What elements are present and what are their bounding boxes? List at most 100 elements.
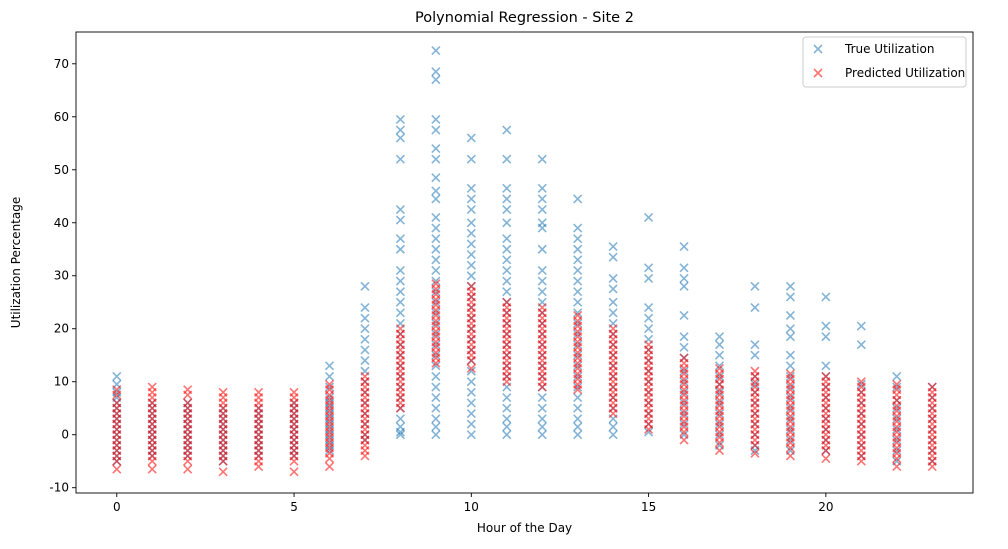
data-point	[431, 350, 441, 360]
data-point	[608, 430, 618, 440]
data-point	[431, 186, 441, 196]
data-point	[537, 422, 547, 432]
data-point	[573, 371, 583, 381]
data-point	[892, 403, 902, 413]
x-tick-label: 15	[641, 500, 656, 514]
data-point	[395, 154, 405, 164]
data-point	[502, 183, 512, 193]
data-point	[750, 302, 760, 313]
data-point	[289, 456, 299, 466]
data-point	[785, 393, 795, 403]
data-point	[502, 422, 512, 432]
data-point	[360, 313, 370, 323]
data-point	[395, 265, 405, 276]
data-point	[431, 173, 441, 183]
data-point	[714, 361, 725, 371]
data-point	[785, 371, 795, 381]
data-point	[750, 281, 760, 291]
data-point	[821, 292, 831, 302]
data-point	[679, 419, 689, 429]
data-point	[573, 382, 583, 392]
data-point	[466, 363, 476, 374]
y-tick-label: 20	[54, 322, 69, 336]
data-point	[608, 273, 618, 283]
data-point	[714, 332, 725, 342]
data-point	[537, 393, 547, 403]
data-point	[502, 276, 512, 286]
data-point	[395, 244, 405, 254]
data-point	[431, 223, 441, 233]
data-point	[431, 194, 441, 204]
data-point	[714, 350, 725, 360]
data-point	[431, 45, 441, 56]
data-point	[324, 446, 335, 456]
data-point	[502, 265, 512, 276]
y-tick-label: 0	[61, 428, 69, 442]
data-point	[502, 218, 512, 228]
data-point	[112, 464, 122, 474]
data-point	[431, 329, 441, 339]
data-point	[714, 387, 725, 397]
data-point	[502, 414, 512, 424]
data-point	[714, 371, 725, 381]
data-point	[395, 204, 405, 215]
data-point	[502, 430, 512, 440]
x-tick-label: 0	[113, 500, 121, 514]
data-point	[679, 398, 689, 408]
data-point	[324, 371, 335, 381]
data-point	[431, 318, 441, 329]
data-point	[714, 408, 725, 419]
x-tick-label: 5	[290, 500, 298, 514]
data-point	[573, 297, 583, 307]
data-point	[679, 263, 689, 273]
data-point	[856, 456, 866, 466]
data-point	[785, 324, 795, 334]
data-point	[360, 302, 370, 313]
data-point	[679, 408, 689, 419]
data-point	[785, 310, 795, 321]
series-predicted-utilization	[112, 279, 937, 477]
data-point	[183, 456, 193, 466]
y-tick-label: 60	[54, 110, 69, 124]
data-point	[856, 379, 866, 389]
data-point	[395, 125, 405, 135]
data-point	[431, 244, 441, 254]
data-point	[679, 281, 689, 291]
data-point	[892, 371, 902, 381]
data-point	[821, 332, 831, 342]
data-point	[714, 398, 725, 408]
data-point	[431, 340, 441, 350]
data-point	[608, 408, 618, 419]
data-point	[573, 393, 583, 403]
data-point	[502, 403, 512, 413]
data-point	[785, 403, 795, 413]
data-point	[573, 234, 583, 244]
y-tick-label: -10	[49, 481, 69, 495]
data-point	[324, 461, 335, 472]
data-point	[431, 287, 441, 297]
data-point	[183, 390, 193, 400]
data-point	[892, 424, 902, 434]
data-point	[679, 273, 689, 283]
data-point	[466, 271, 476, 281]
data-point	[466, 377, 476, 387]
data-point	[856, 321, 866, 331]
data-point	[466, 194, 476, 204]
y-axis-label: Utilization Percentage	[9, 197, 23, 328]
data-point	[679, 310, 689, 321]
data-point	[573, 223, 583, 233]
data-point	[466, 408, 476, 419]
data-point	[785, 414, 795, 424]
data-point	[608, 297, 618, 307]
data-point	[750, 440, 760, 450]
data-point	[537, 154, 547, 164]
data-point	[785, 424, 795, 434]
data-point	[537, 204, 547, 215]
data-point	[537, 403, 547, 413]
data-point	[395, 215, 405, 225]
y-tick-label: 40	[54, 216, 69, 230]
ticks-layer: 0 5 10 15 20 -10 0 10 20 30 40 50 60 70	[49, 57, 833, 514]
data-point	[147, 456, 157, 466]
data-point	[395, 297, 405, 307]
data-point	[573, 329, 583, 339]
